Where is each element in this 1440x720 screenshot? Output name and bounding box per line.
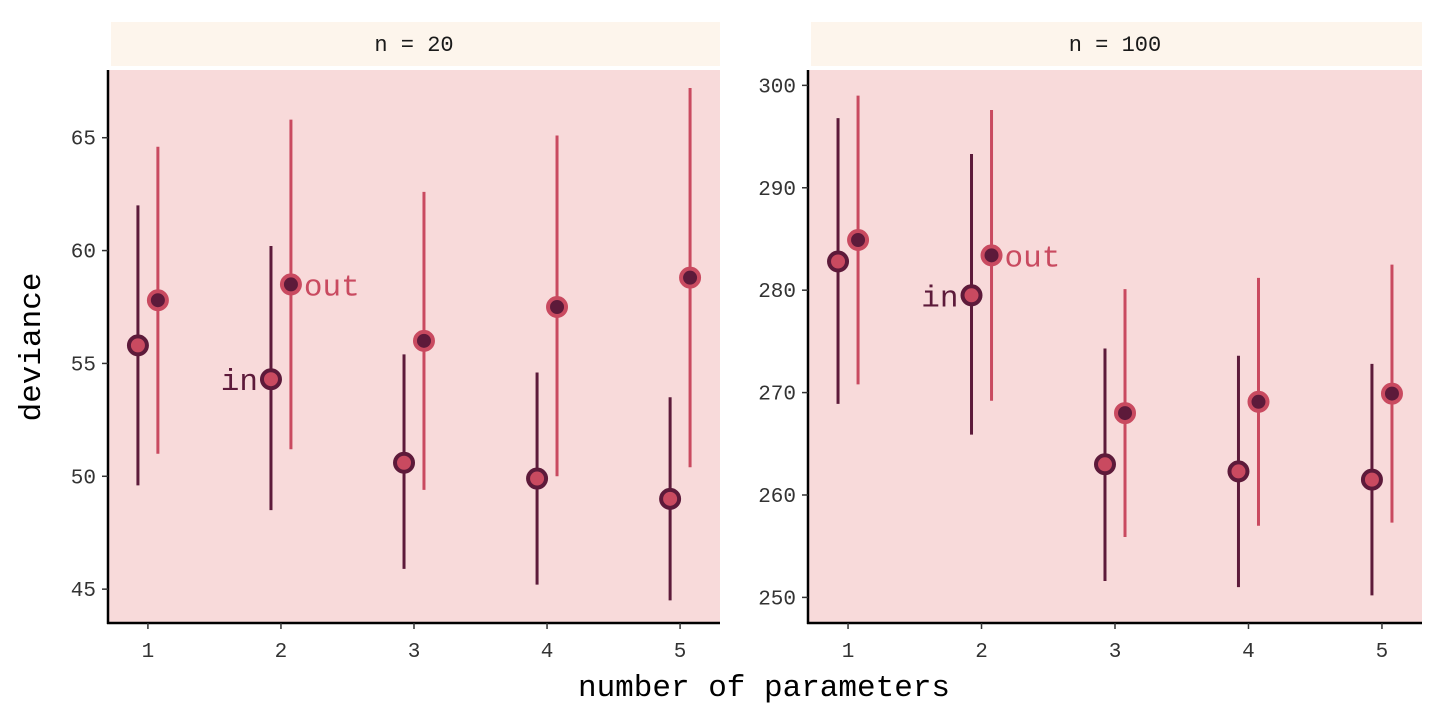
facet-2-out-point — [1114, 402, 1137, 425]
facet-2-y-tick-label: 300 — [758, 76, 796, 99]
facet-2-y-tick-label: 280 — [758, 281, 796, 304]
facet-1-strip — [111, 22, 720, 66]
facet-2-x-tick-label: 1 — [842, 641, 855, 664]
facet-1-x-tick-label: 2 — [275, 641, 288, 664]
facet-2-y-tick-label: 290 — [758, 179, 796, 202]
facet-2-in-point — [1093, 453, 1116, 476]
facet-1-out-point — [679, 266, 702, 289]
y-axis-title: deviance — [15, 273, 50, 422]
facet-1-x-tick-label: 5 — [674, 641, 687, 664]
facet-2-out-point — [1380, 382, 1403, 405]
facet-2-in-point — [1227, 460, 1250, 483]
facet-1-label-in: in — [221, 365, 258, 400]
facet-1-x-tick-label: 4 — [541, 641, 554, 664]
facet-2-panel — [808, 70, 1422, 623]
facet-1-y-tick-label: 65 — [71, 129, 96, 152]
facet-2-label-out: out — [1005, 241, 1061, 276]
facet-2-out-point — [847, 228, 870, 251]
x-axis-title: number of parameters — [578, 671, 950, 706]
facet-2-x-tick-label: 5 — [1376, 641, 1389, 664]
facet-2-in-point — [960, 284, 983, 307]
facet-1-out-point — [279, 273, 302, 296]
facet-2-label-in: in — [921, 281, 958, 316]
facet-1-x-tick-label: 3 — [408, 641, 421, 664]
facet-2-x-tick-label: 4 — [1242, 641, 1255, 664]
facet-1-x-tick-label: 1 — [142, 641, 155, 664]
facet-1-y-tick-label: 60 — [71, 242, 96, 265]
facet-2-y-tick-label: 250 — [758, 588, 796, 611]
facet-2-out-point — [1247, 390, 1270, 413]
facet-2-x-tick-label: 2 — [975, 641, 988, 664]
facet-1-y-tick-label: 50 — [71, 467, 96, 490]
facet-1-in-point — [393, 451, 416, 474]
facet-1-out-point — [412, 329, 435, 352]
facet-2-y-tick-label: 260 — [758, 486, 796, 509]
facet-2-title: n = 100 — [1069, 33, 1161, 58]
facet-1-panel — [108, 70, 720, 623]
facet-1-title: n = 20 — [374, 33, 453, 58]
facet-2-strip — [811, 22, 1422, 66]
facet-2-y-tick-label: 270 — [758, 384, 796, 407]
facet-2-in-point — [1360, 468, 1383, 491]
facet-2-out-point — [980, 244, 1003, 267]
facet-1-y-tick-label: 55 — [71, 354, 96, 377]
facet-1-out-point — [546, 296, 569, 318]
facet-1-in-point — [659, 487, 682, 510]
facet-1-in-point — [526, 467, 549, 490]
facet-1-in-point — [126, 334, 149, 357]
facet-1-y-tick-label: 45 — [71, 580, 96, 603]
facet-1-label-out: out — [304, 270, 360, 305]
facet-2-in-point — [827, 250, 850, 273]
facet-2-x-tick-label: 3 — [1109, 641, 1122, 664]
facet-1-in-point — [259, 368, 282, 391]
facet-1-out-point — [146, 289, 169, 312]
